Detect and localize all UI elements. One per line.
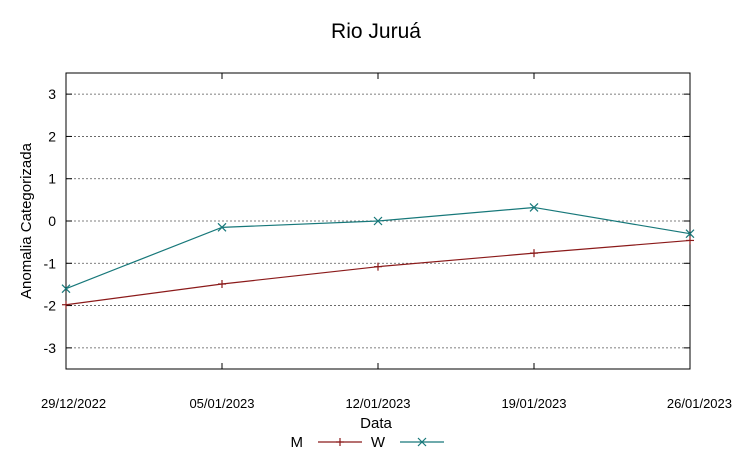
- data-point-m: [374, 262, 382, 271]
- y-axis-ticks: -3 -2 -1 0 1 2 3: [44, 86, 690, 356]
- y-tick-label: 0: [48, 213, 56, 229]
- x-tick-label: 19/01/2023: [501, 396, 566, 411]
- data-point-m: [686, 236, 694, 245]
- x-tick-label: 12/01/2023: [345, 396, 410, 411]
- data-point-w: [529, 203, 539, 212]
- data-point-w: [61, 284, 71, 294]
- x-tick-label: 29/12/2022: [41, 396, 106, 411]
- chart-title: Rio Juruá: [331, 20, 421, 43]
- legend-label-m: M: [291, 434, 304, 451]
- x-tick-label: 26/01/2023: [667, 396, 732, 411]
- y-tick-label: -2: [44, 298, 57, 314]
- legend-label-w: W: [371, 434, 386, 451]
- data-point-m: [218, 280, 226, 289]
- data-point-m: [530, 249, 538, 258]
- y-tick-label: -1: [44, 255, 57, 271]
- x-tick-label: 05/01/2023: [189, 396, 254, 411]
- y-tick-label: -3: [44, 340, 57, 356]
- legend-swatch-m: [318, 438, 362, 446]
- legend-swatch-w: [400, 437, 444, 447]
- legend-marker-m: [336, 438, 344, 446]
- data-point-w: [685, 229, 695, 239]
- data-point-w: [217, 222, 227, 232]
- legend: M W: [291, 434, 444, 451]
- series-line-m: [65, 239, 691, 306]
- y-tick-label: 2: [48, 128, 56, 144]
- x-axis-ticks: 29/12/2022 05/01/2023 12/01/2023 19/01/2023…: [41, 73, 732, 411]
- data-point-w: [373, 216, 383, 226]
- data-point-m: [62, 300, 70, 309]
- x-axis-label: Data: [360, 415, 392, 432]
- y-tick-label: 1: [48, 171, 56, 187]
- y-tick-label: 3: [48, 86, 56, 102]
- legend-marker-w: [417, 437, 427, 447]
- y-axis-label: Anomalia Categorizada: [18, 142, 35, 299]
- series-group: [61, 203, 695, 309]
